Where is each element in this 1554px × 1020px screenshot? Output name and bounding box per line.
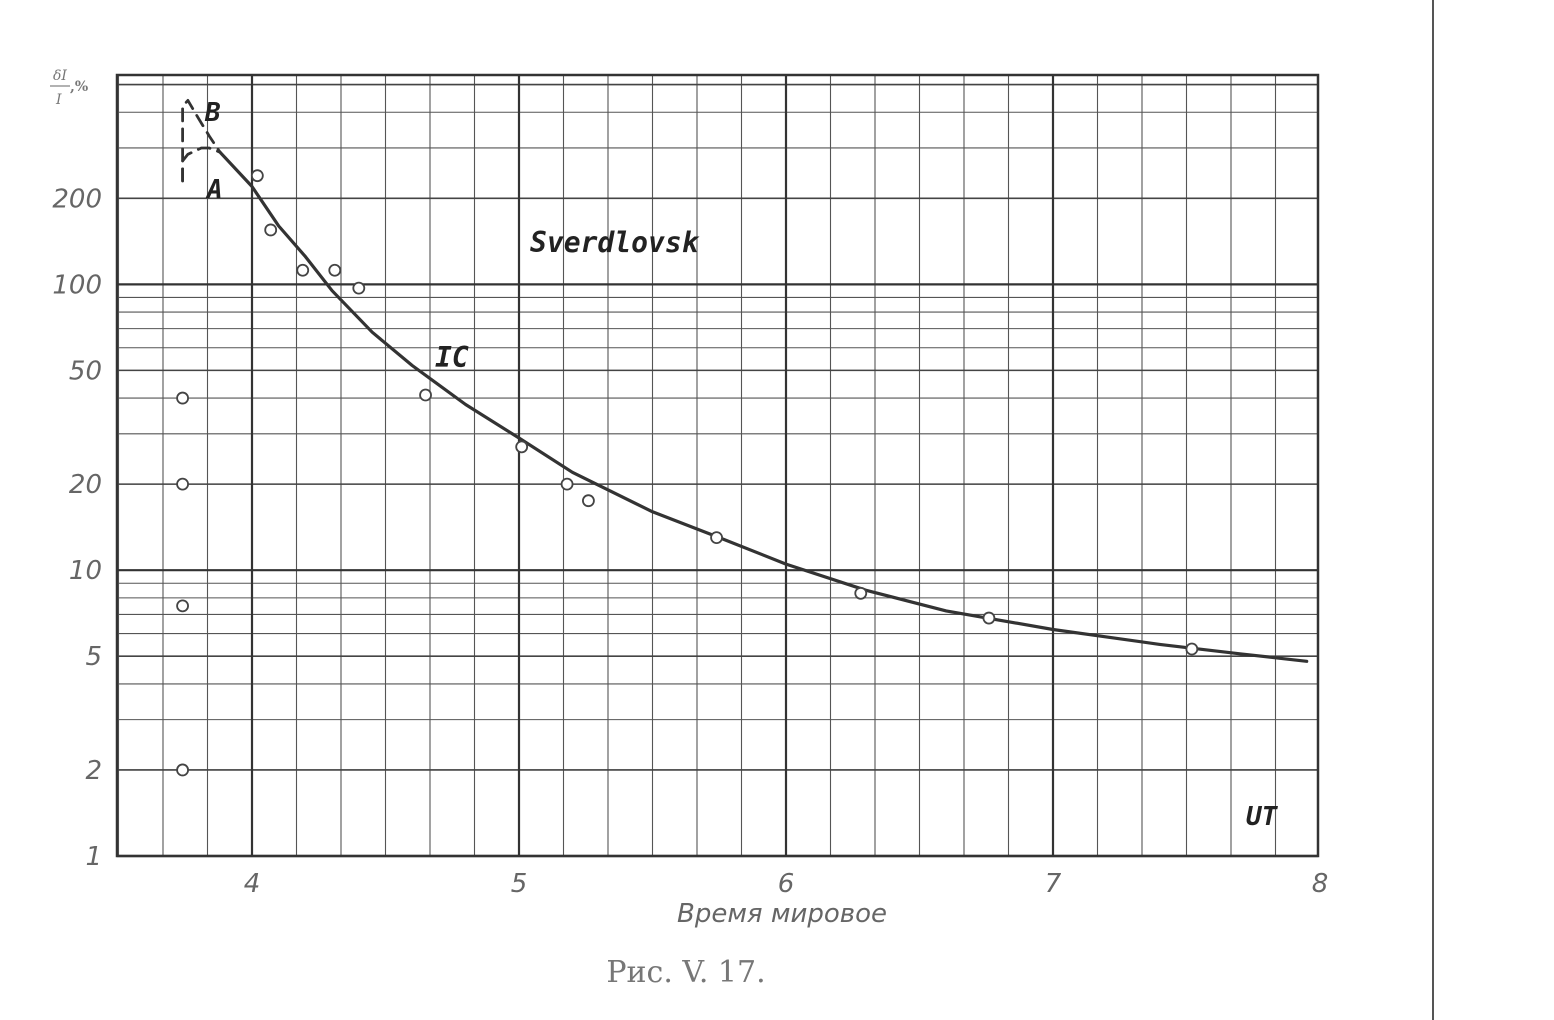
data-point xyxy=(1185,642,1199,656)
series-layer xyxy=(181,99,1309,663)
series-curve-ic xyxy=(218,150,1309,663)
data-point xyxy=(176,599,189,613)
x-unit-label: UT xyxy=(1246,802,1279,832)
plot-frame xyxy=(115,73,1320,858)
data-point xyxy=(560,477,574,491)
x-tick-label: 7 xyxy=(1045,869,1062,899)
series-curve-a xyxy=(181,146,222,183)
data-point xyxy=(352,281,366,295)
data-point xyxy=(296,263,310,277)
major-grid xyxy=(117,75,1318,858)
chart-title: Sverdlovsk xyxy=(530,226,700,259)
series-curve-b xyxy=(181,99,222,183)
curve-label-a: A xyxy=(205,175,223,205)
data-point xyxy=(176,391,189,405)
data-points xyxy=(176,169,1199,777)
minor-grid xyxy=(117,75,1318,856)
y-tick-label: 1 xyxy=(85,842,102,872)
data-point xyxy=(176,763,189,777)
y-axis-label-denominator: I xyxy=(55,92,62,108)
data-point xyxy=(515,440,529,454)
y-tick-label: 200 xyxy=(52,184,102,214)
y-tick-labels: 1 2 5 10 20 50 100 200 xyxy=(52,184,102,872)
y-tick-label: 20 xyxy=(69,470,102,500)
y-tick-label: 2 xyxy=(85,756,102,786)
y-tick-label: 10 xyxy=(69,556,102,586)
x-tick-label: 4 xyxy=(244,869,261,899)
figure-caption: Рис. V. 17. xyxy=(606,955,765,990)
y-tick-label: 5 xyxy=(85,642,102,672)
curve-label-b: B xyxy=(204,98,221,128)
data-point xyxy=(419,388,432,402)
x-axis-label: Время мировое xyxy=(677,899,887,929)
data-point xyxy=(582,494,595,508)
y-axis-label-numerator: δI xyxy=(53,68,67,84)
x-tick-label: 8 xyxy=(1312,869,1329,899)
y-tick-label: 100 xyxy=(52,270,102,300)
y-tick-label: 50 xyxy=(69,356,102,386)
data-point xyxy=(854,586,868,600)
x-tick-label: 6 xyxy=(778,869,795,899)
x-tick-labels: 4 5 6 7 8 xyxy=(244,869,1329,899)
data-point xyxy=(328,263,342,277)
data-point xyxy=(982,611,996,625)
data-point xyxy=(264,223,278,237)
y-axis-label-unit: ,% xyxy=(70,79,88,95)
x-tick-label: 5 xyxy=(511,869,528,899)
data-point xyxy=(710,531,723,545)
curve-label-ic: IC xyxy=(435,341,469,374)
data-point xyxy=(250,169,264,183)
data-point xyxy=(176,477,189,491)
